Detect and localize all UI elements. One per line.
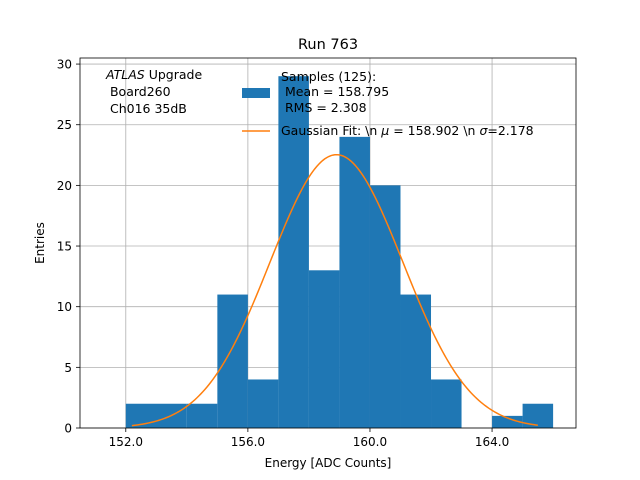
histogram-bar — [308, 270, 340, 428]
histogram-bar — [492, 415, 523, 428]
histogram-bar — [339, 136, 370, 428]
histogram-bar — [400, 294, 432, 428]
y-tick-label: 10 — [57, 300, 72, 314]
y-tick-label: 30 — [57, 58, 72, 72]
x-tick-label: 160.0 — [353, 435, 387, 449]
plot-frame — [79, 57, 577, 429]
atlas-label: ATLAS — [105, 67, 145, 82]
svg-text:ATLAS Upgrade: ATLAS Upgrade — [105, 67, 202, 82]
histogram-bars — [125, 76, 554, 429]
y-axis-ticks: 0 5 10 15 20 25 30 — [57, 58, 80, 436]
channel-label: Ch016 35dB — [106, 101, 187, 116]
atlas-annotation: ATLAS Upgrade Board260 Ch016 35dB — [105, 67, 202, 116]
histogram-bar — [186, 403, 218, 428]
x-tick-label: 156.0 — [231, 435, 265, 449]
chart-title: Run 763 — [298, 37, 358, 53]
legend: Samples (125): Mean = 158.795 RMS = 2.30… — [242, 69, 534, 138]
legend-hist-line-3: RMS = 2.308 — [281, 100, 367, 115]
y-tick-label: 0 — [64, 422, 72, 436]
histogram-bar — [278, 76, 309, 429]
upgrade-label: Upgrade — [145, 67, 203, 82]
x-tick-label: 152.0 — [109, 435, 143, 449]
legend-fit-mu: = 158.902 \n — [389, 123, 479, 138]
legend-fit-sigma: =2.178 — [487, 123, 533, 138]
y-tick-label: 15 — [57, 240, 72, 254]
legend-sigma-symbol: σ — [479, 123, 488, 138]
x-axis-ticks: 152.0 156.0 160.0 164.0 — [109, 428, 509, 449]
legend-hist-patch — [242, 88, 270, 98]
histogram-bar — [522, 403, 554, 428]
legend-mu-symbol: μ — [380, 123, 389, 138]
histogram-bar — [431, 379, 462, 428]
y-tick-label: 25 — [57, 118, 72, 132]
legend-hist-line-2: Mean = 158.795 — [281, 84, 389, 99]
gaussian-fit-curve — [131, 153, 538, 427]
board-label: Board260 — [106, 84, 171, 99]
histogram-bar — [217, 294, 248, 428]
histogram-bar — [125, 403, 187, 428]
y-tick-label: 5 — [64, 361, 72, 375]
x-tick-label: 164.0 — [475, 435, 509, 449]
y-axis-label: Entries — [33, 222, 47, 264]
legend-fit-prefix: Gaussian Fit: \n — [281, 123, 381, 138]
y-tick-label: 20 — [57, 179, 72, 193]
x-axis-label: Energy [ADC Counts] — [265, 456, 392, 470]
legend-hist-line-1: Samples (125): — [281, 69, 376, 84]
histogram-bar — [247, 379, 279, 428]
histogram-bar — [369, 185, 401, 428]
legend-fit-label: Gaussian Fit: \n μ = 158.902 \n σ=2.178 — [281, 123, 534, 138]
